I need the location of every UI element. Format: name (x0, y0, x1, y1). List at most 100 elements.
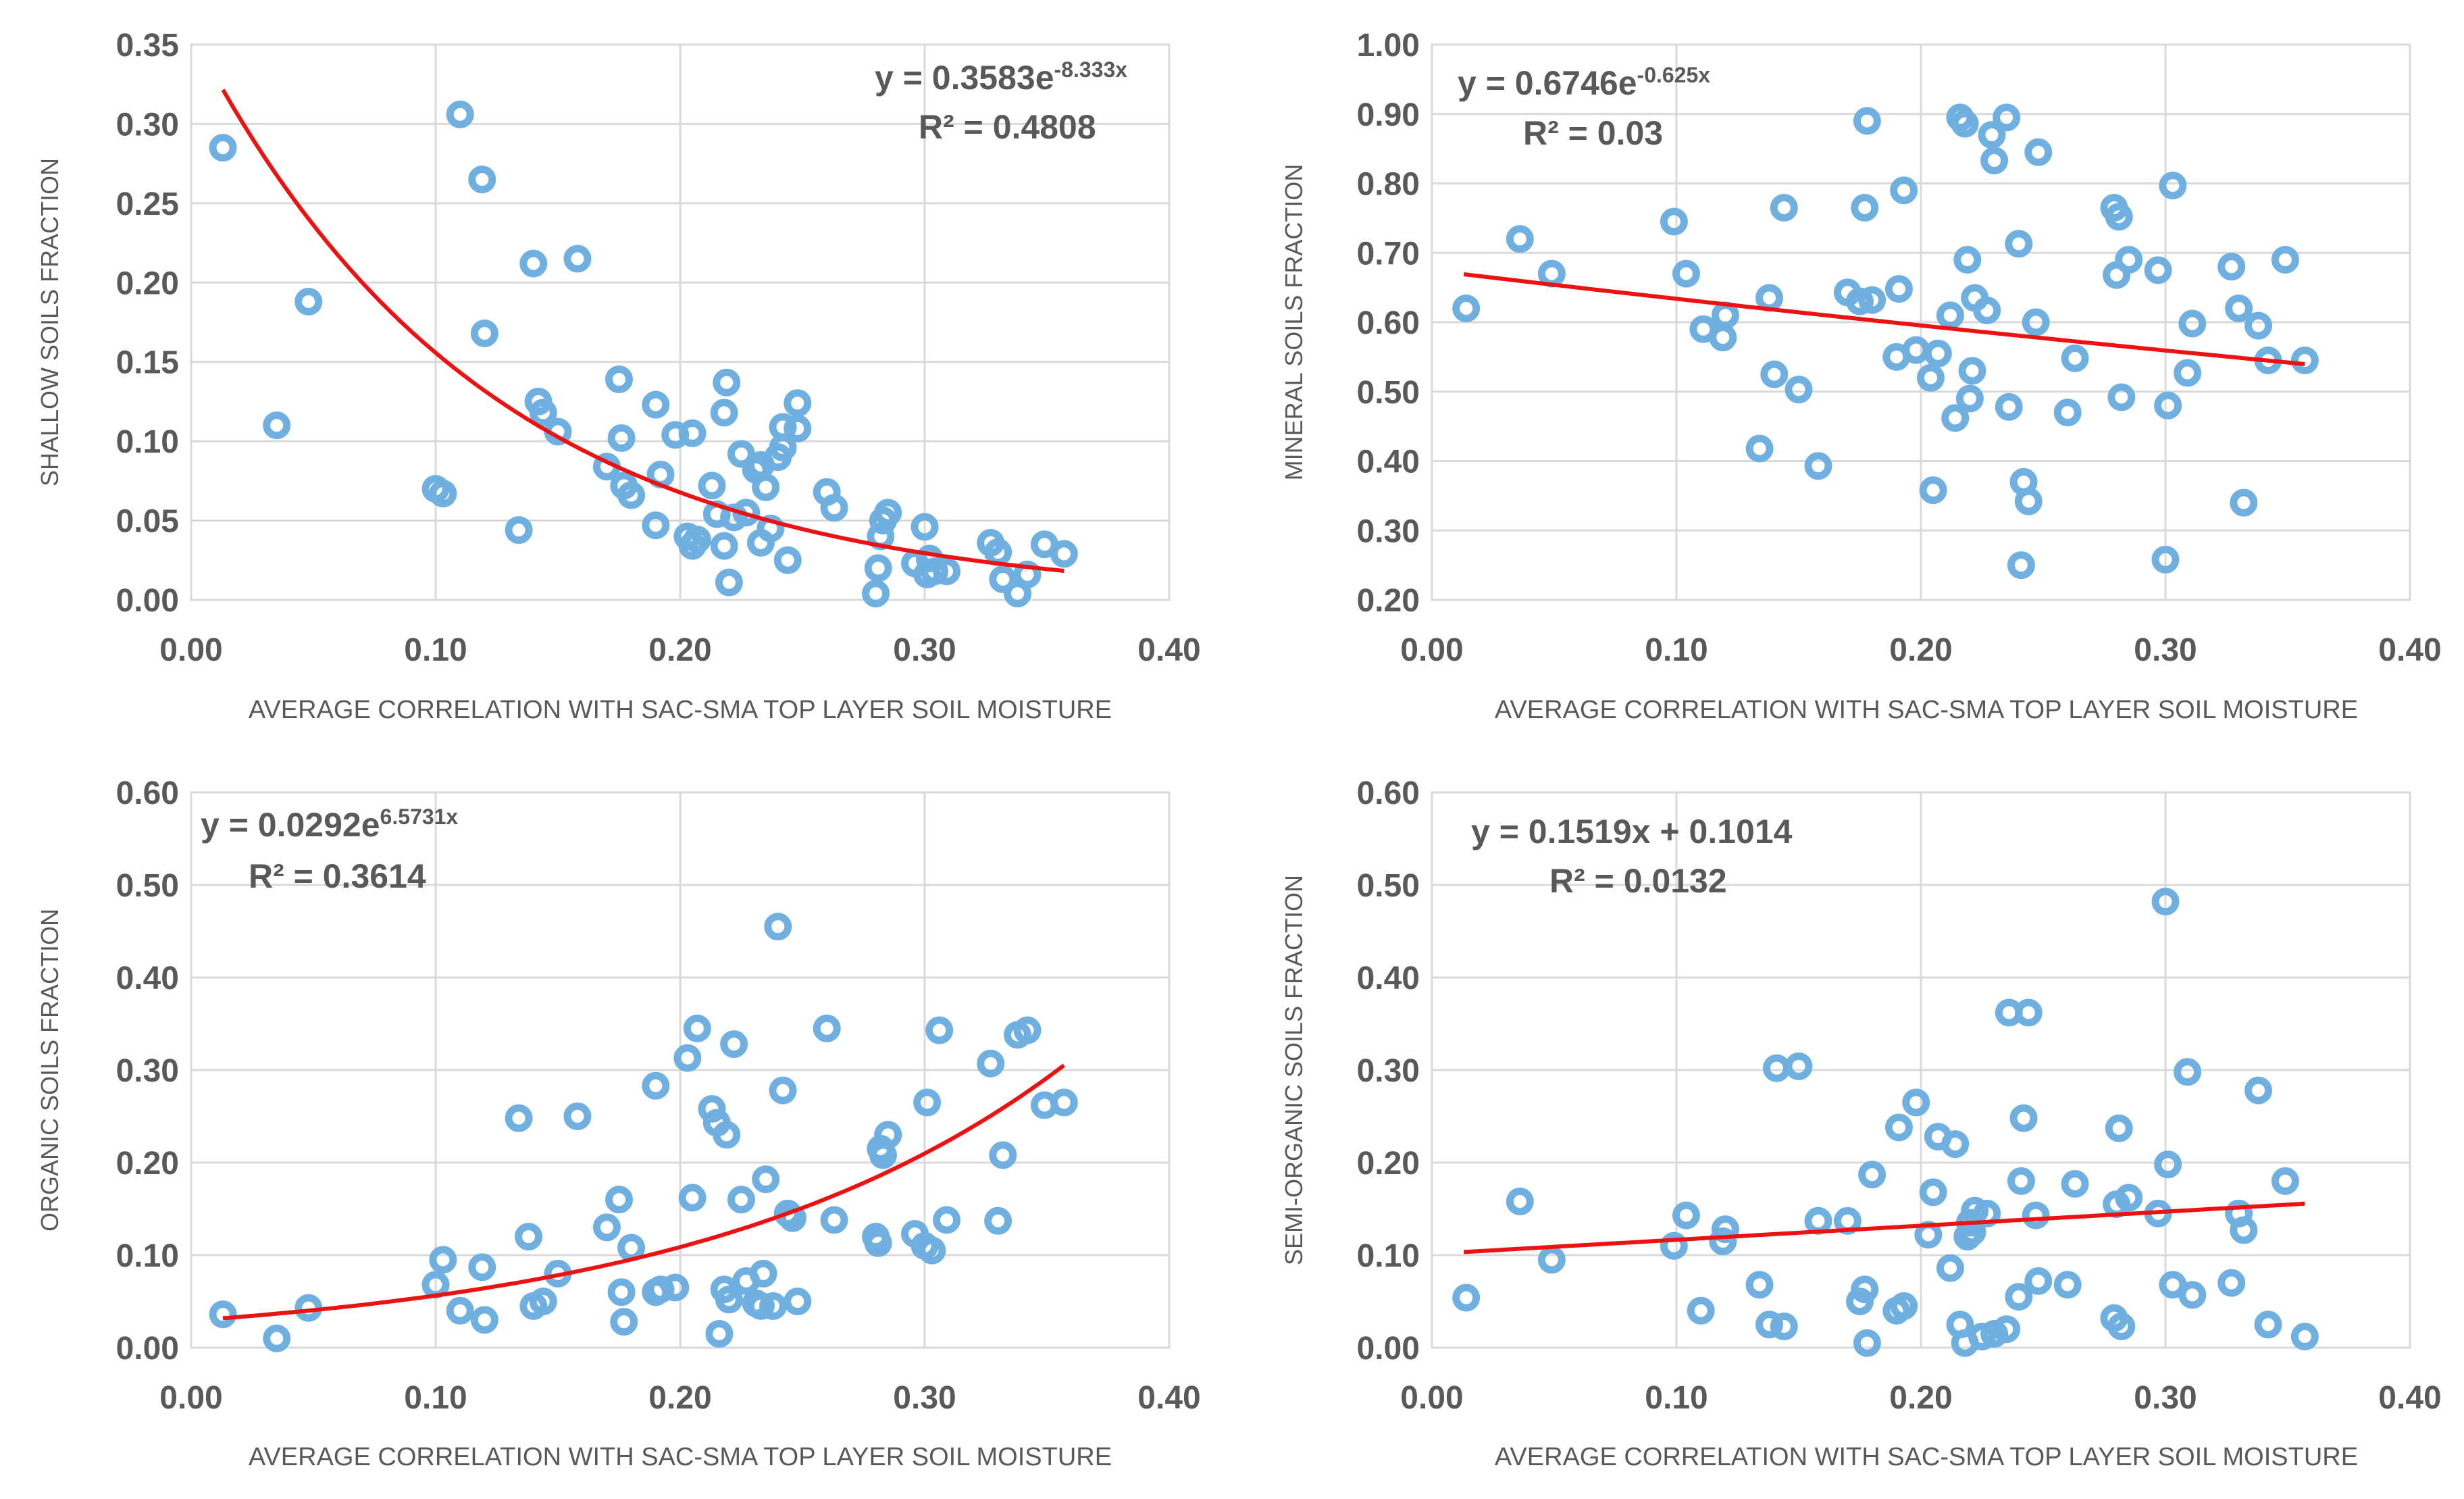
data-point (710, 532, 738, 560)
y-tick-label: 0.50 (1357, 375, 1420, 411)
y-tick-label: 0.00 (116, 583, 179, 619)
data-point (1672, 259, 1700, 288)
y-tick-label: 0.40 (1357, 961, 1420, 996)
data-point (607, 424, 636, 452)
data-point (2022, 308, 2050, 336)
data-point (470, 1306, 498, 1334)
x-tick-label: 0.40 (2378, 632, 2441, 668)
data-point (2107, 1312, 2136, 1340)
data-point (529, 1288, 557, 1315)
y-axis-label: SEMI-ORGANIC SOILS FRACTION (1280, 875, 1308, 1265)
y-tick-label: 0.10 (116, 424, 179, 460)
x-tick-labels: 0.00 0.10 0.20 0.30 0.40 (1400, 1380, 2441, 1416)
x-tick-labels: 0.00 0.10 0.20 0.30 0.40 (159, 632, 1200, 668)
x-axis-label: AVERAGE CORRELATION WITH SAC-SMA TOP LAY… (249, 1443, 1112, 1471)
r-squared: R² = 0.03 (1523, 114, 1663, 152)
trend-equation-main: y = 0.3583e (875, 59, 1054, 97)
data-point (468, 166, 496, 194)
trend-equation: y = 0.1519x + 0.1014 (1471, 813, 1793, 850)
x-axis-label: AVERAGE CORRELATION WITH SAC-SMA TOP LAY… (1495, 696, 2358, 724)
data-point (1993, 1315, 2021, 1344)
x-axis-label: AVERAGE CORRELATION WITH SAC-SMA TOP LAY… (1495, 1443, 2358, 1471)
y-tick-label: 0.10 (1357, 1238, 1420, 1274)
data-point (1745, 1271, 1774, 1299)
data-point (727, 1186, 755, 1214)
data-point (2230, 1216, 2258, 1244)
x-tick-label: 0.10 (404, 632, 467, 668)
data-point (294, 287, 323, 315)
data-point (2174, 1058, 2202, 1086)
data-point (1804, 1206, 1832, 1235)
x-tick-labels: 0.00 0.10 0.20 0.30 0.40 (1400, 632, 2441, 668)
data-point (1936, 301, 1964, 330)
data-point (607, 1278, 636, 1306)
data-point (505, 516, 533, 544)
data-point (1858, 286, 1886, 314)
data-point (820, 1206, 848, 1234)
data-point (1050, 1088, 1078, 1117)
data-point (263, 411, 291, 440)
data-point (698, 472, 726, 500)
data-point (2115, 246, 2143, 274)
data-point (209, 134, 237, 162)
data-point (2178, 309, 2207, 338)
data-point (1919, 476, 1947, 505)
y-tick-label: 0.30 (1357, 513, 1420, 549)
data-point (2014, 998, 2043, 1027)
y-tick-label: 0.15 (116, 345, 179, 381)
data-point (1013, 560, 1042, 588)
y-tick-label: 0.05 (116, 504, 179, 540)
data-point (2217, 1269, 2246, 1297)
data-point (1050, 540, 1078, 568)
data-point (1851, 1275, 1879, 1304)
data-point (1890, 176, 1918, 205)
data-point (784, 1288, 812, 1315)
data-point (661, 1273, 690, 1302)
data-point (2014, 487, 2043, 515)
data-point (752, 1165, 780, 1194)
data-point (698, 1095, 726, 1123)
data-point (1785, 376, 1813, 404)
x-tick-label: 0.20 (648, 1380, 711, 1416)
data-point (2244, 1076, 2273, 1104)
r-squared: R² = 0.4808 (919, 108, 1096, 146)
y-tick-label: 0.20 (116, 265, 179, 301)
data-point (515, 1223, 543, 1251)
data-point (519, 249, 548, 278)
data-point (563, 1102, 592, 1130)
data-point (642, 1071, 670, 1100)
y-tick-labels: 0.00 0.10 0.20 0.30 0.40 0.50 0.60 (116, 776, 179, 1367)
data-point (2005, 230, 2033, 258)
data-point (820, 494, 848, 522)
data-point (1980, 147, 2009, 175)
data-point (756, 514, 785, 542)
data-point (1958, 357, 1986, 385)
data-point (2159, 1271, 2187, 1299)
data-point (784, 414, 812, 442)
data-points (1452, 888, 2319, 1357)
y-tick-label: 0.50 (116, 868, 179, 904)
x-tick-label: 0.20 (1889, 632, 1952, 668)
y-tick-label: 0.00 (116, 1331, 179, 1367)
data-point (2061, 1170, 2089, 1198)
data-point (605, 1186, 633, 1214)
data-point (2005, 1283, 2033, 1311)
trend-equation: y = 0.6746e-0.625x (1458, 63, 1710, 102)
data-points (209, 100, 1078, 608)
data-point (874, 1121, 902, 1149)
data-point (1452, 294, 1481, 322)
data-point (874, 499, 902, 527)
data-point (1804, 452, 1832, 480)
data-point (933, 1206, 961, 1234)
y-tick-label: 0.10 (116, 1238, 179, 1274)
y-tick-label: 0.00 (1357, 1331, 1420, 1367)
y-tick-label: 0.40 (116, 961, 179, 996)
data-point (862, 580, 890, 608)
x-tick-label: 0.40 (1137, 1380, 1200, 1416)
y-axis-label: ORGANIC SOILS FRACTION (36, 909, 63, 1231)
r-squared: R² = 0.3614 (249, 857, 426, 895)
data-point (1537, 1246, 1566, 1274)
data-point (727, 440, 755, 468)
gridlines (190, 43, 1171, 601)
data-point (2105, 1114, 2133, 1142)
